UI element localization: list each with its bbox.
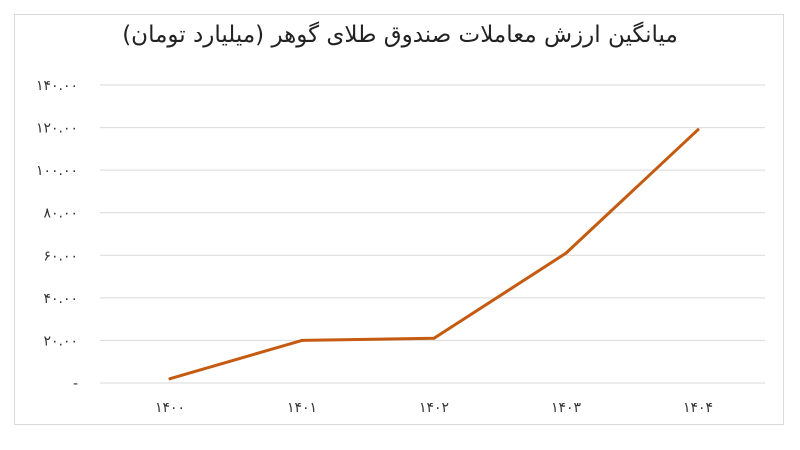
data-point	[168, 377, 172, 381]
x-tick-label: ۱۴۰۲	[419, 400, 449, 416]
x-tick-label: ۱۴۰۳	[551, 400, 582, 416]
y-tick-label: ۱۲۰.۰۰	[36, 121, 78, 137]
y-tick-label: ۶۰.۰۰	[43, 248, 78, 264]
data-point	[432, 336, 436, 340]
data-point	[564, 251, 568, 255]
data-point	[300, 338, 304, 342]
data-point	[696, 128, 700, 132]
y-tick-label: ۴۰.۰۰	[43, 291, 78, 307]
y-tick-label: ۸۰.۰۰	[43, 206, 78, 222]
series-line	[168, 128, 700, 381]
chart-frame	[14, 14, 784, 425]
x-tick-label: ۱۴۰۰	[155, 400, 185, 416]
chart-title: میانگین ارزش معاملات صندوق طلای گوهر (می…	[122, 22, 678, 48]
y-tick-label: ۱۴۰.۰۰	[36, 78, 78, 94]
series-layer	[168, 128, 700, 381]
y-tick-label: ۲۰.۰۰	[43, 333, 78, 349]
x-axis-tick-labels: ۱۴۰۰ ۱۴۰۱ ۱۴۰۲ ۱۴۰۳ ۱۴۰۴	[155, 400, 713, 416]
x-tick-label: ۱۴۰۱	[287, 400, 317, 416]
y-tick-label: -	[73, 376, 78, 392]
y-axis-tick-labels: - ۲۰.۰۰ ۴۰.۰۰ ۶۰.۰۰ ۸۰.۰۰ ۱۰۰.۰۰ ۱۲۰.۰۰ ۱۴۰.۰۰	[36, 78, 78, 392]
y-tick-label: ۱۰۰.۰۰	[36, 163, 78, 179]
x-tick-label: ۱۴۰۴	[683, 400, 713, 416]
